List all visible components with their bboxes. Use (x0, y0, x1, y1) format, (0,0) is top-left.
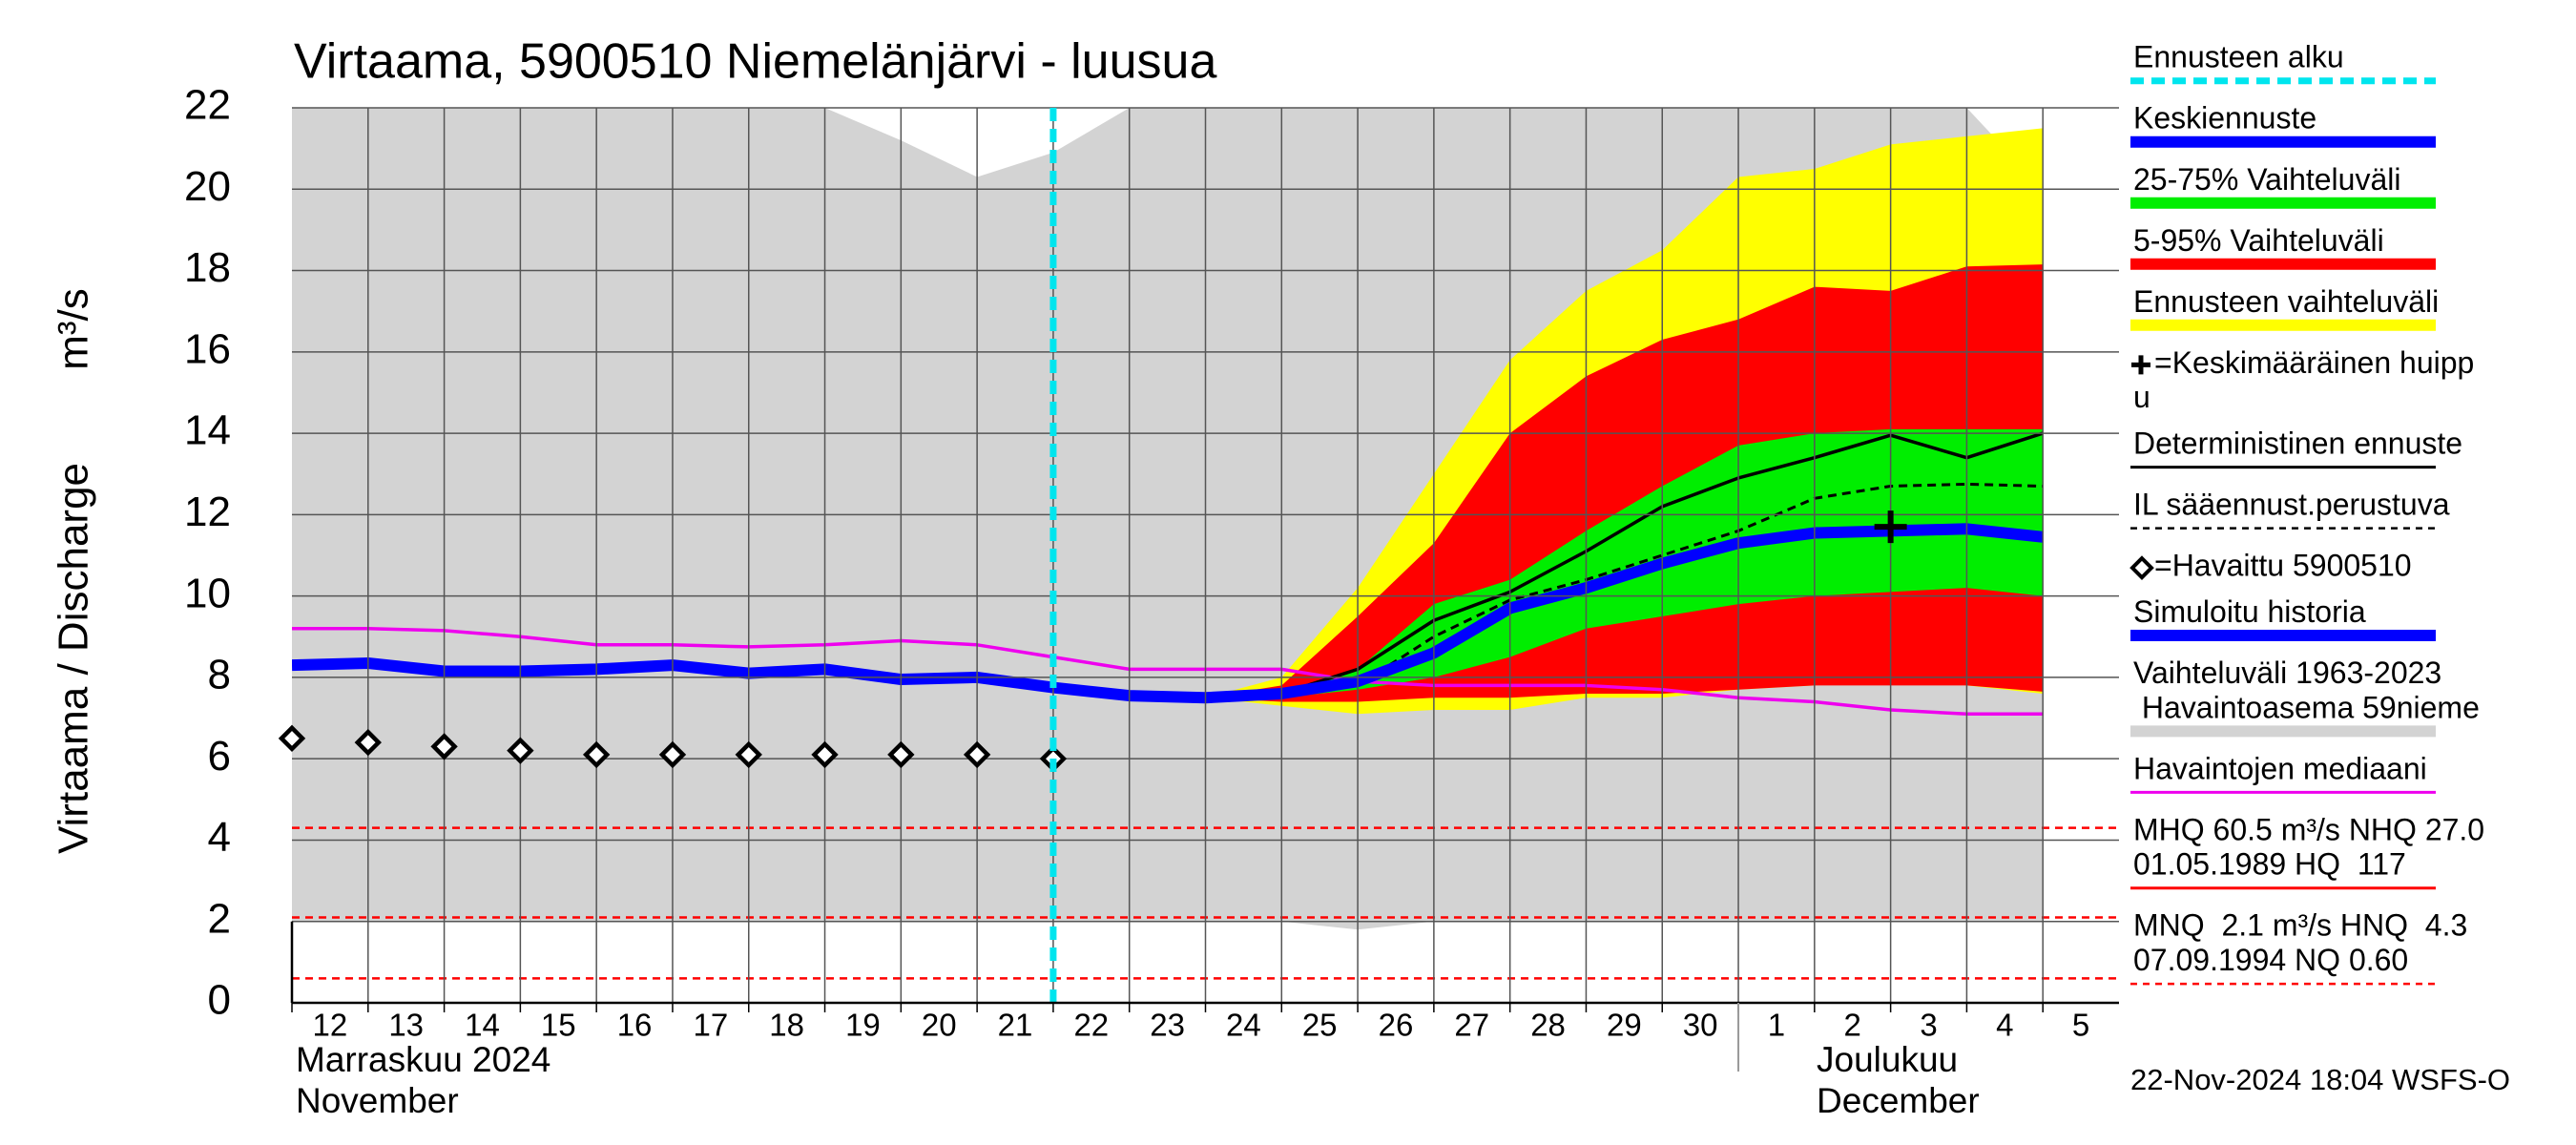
observed-point (582, 740, 611, 769)
legend-label: Deterministinen ennuste (2133, 427, 2462, 461)
x-tick-label: 23 (1150, 1008, 1185, 1043)
legend-label: 07.09.1994 NQ 0.60 (2133, 943, 2408, 977)
x-tick-label: 13 (388, 1008, 424, 1043)
y-tick-label: 14 (184, 407, 231, 454)
legend-label: Havaintoasema 59nieme (2133, 690, 2480, 724)
y-tick-label: 0 (208, 977, 231, 1024)
legend-label: Vaihteluväli 1963-2023 (2133, 656, 2441, 690)
x-tick-label: 15 (541, 1008, 576, 1043)
legend-label: 25-75% Vaihteluväli (2133, 162, 2400, 197)
observed-point (887, 740, 915, 769)
legend-label: Ennusteen vaihteluväli (2133, 284, 2439, 319)
x-tick-label: 3 (1920, 1008, 1937, 1043)
observed-point (963, 740, 991, 769)
footer: 22-Nov-2024 18:04 WSFS-O (2130, 1063, 2510, 1096)
legend-label: Havaintojen mediaani (2133, 751, 2427, 785)
x-tick-label: 24 (1226, 1008, 1261, 1043)
legend-label: Keskiennuste (2133, 101, 2316, 135)
x-tick-label: 25 (1302, 1008, 1338, 1043)
legend-marker (2129, 555, 2154, 580)
x-tick-label: 21 (998, 1008, 1033, 1043)
y-tick-label: 20 (184, 163, 231, 210)
x-tick-label: 14 (465, 1008, 500, 1043)
observed-point (507, 737, 534, 764)
y-tick-label: 4 (208, 814, 231, 861)
month-label: December (1817, 1081, 1980, 1120)
legend-label: =Havaittu 5900510 (2154, 549, 2412, 583)
x-tick-label: 28 (1530, 1008, 1566, 1043)
month-label: Marraskuu 2024 (296, 1040, 551, 1079)
x-tick-label: 4 (1996, 1008, 2013, 1043)
y-tick-label: 10 (184, 570, 231, 616)
x-tick-label: 5 (2072, 1008, 2089, 1043)
x-tick-label: 17 (693, 1008, 728, 1043)
legend-label: 5-95% Vaihteluväli (2133, 223, 2384, 258)
legend-label: Ennusteen alku (2133, 40, 2344, 74)
observed-point (278, 724, 306, 753)
x-tick-label: 2 (1844, 1008, 1861, 1043)
x-tick-label: 29 (1607, 1008, 1642, 1043)
x-tick-label: 30 (1683, 1008, 1718, 1043)
y-axis-unit: m³/s (51, 288, 97, 370)
x-tick-label: 1 (1768, 1008, 1785, 1043)
legend-label: IL sääennust.perustuva (2133, 488, 2450, 522)
x-tick-label: 19 (845, 1008, 881, 1043)
x-tick-label: 16 (617, 1008, 653, 1043)
x-tick-label: 12 (313, 1008, 348, 1043)
x-tick-label: 22 (1073, 1008, 1109, 1043)
chart-title: Virtaama, 5900510 Niemelänjärvi - luusua (294, 34, 1216, 90)
month-label: November (296, 1081, 459, 1120)
legend-label: 01.05.1989 HQ 117 (2133, 847, 2406, 882)
legend-label: MNQ 2.1 m³/s HNQ 4.3 (2133, 908, 2467, 943)
legend-label: =Keskimääräinen huipp (2154, 345, 2474, 380)
legend-label: u (2133, 380, 2150, 414)
observed-point (811, 740, 839, 769)
series-line (292, 626, 2044, 717)
y-tick-label: 2 (208, 895, 231, 942)
legend-marker (2131, 355, 2150, 375)
y-tick-label: 6 (208, 733, 231, 780)
month-label: Joulukuu (1817, 1040, 1958, 1079)
legend-label: MHQ 60.5 m³/s NHQ 27.0 (2133, 812, 2484, 846)
x-tick-label: 18 (769, 1008, 804, 1043)
plot-area (292, 108, 2119, 980)
observed-point (430, 733, 458, 760)
series-line (1052, 523, 2044, 704)
x-tick-label: 26 (1379, 1008, 1414, 1043)
y-tick-label: 22 (184, 82, 231, 129)
observed-point (354, 728, 382, 757)
observed-point (735, 740, 762, 769)
observed-point (658, 740, 687, 769)
y-axis-label: Virtaama / Discharge (51, 463, 97, 854)
x-tick-label: 27 (1454, 1008, 1489, 1043)
legend-label: Simuloitu historia (2133, 594, 2366, 629)
y-tick-label: 12 (184, 489, 231, 535)
y-tick-label: 16 (184, 325, 231, 372)
y-tick-label: 18 (184, 244, 231, 291)
mean-peak (1874, 510, 1907, 544)
x-tick-label: 20 (922, 1008, 957, 1043)
y-tick-label: 8 (208, 652, 231, 698)
